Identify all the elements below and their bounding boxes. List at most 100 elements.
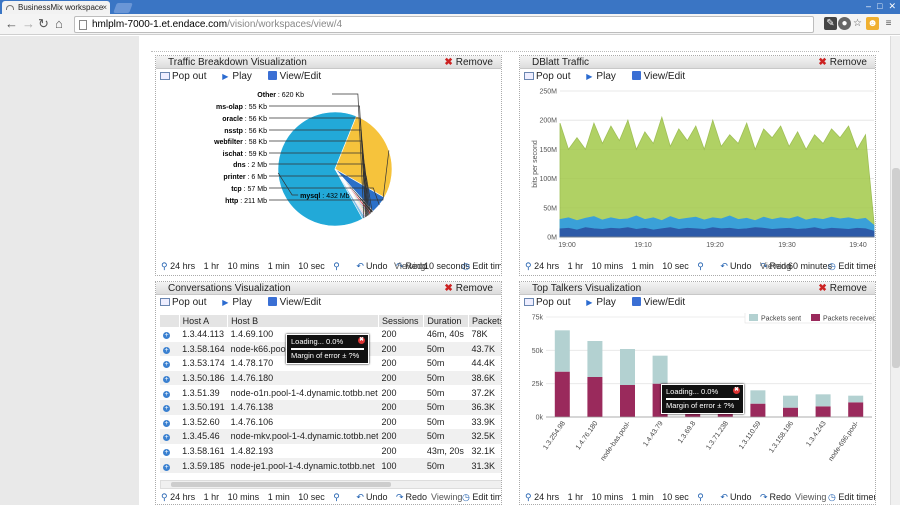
zoom-in-icon[interactable]: ⚲ [697, 261, 704, 271]
table-row[interactable]: +1.3.58.164 node-k66.pool- 200 50m 43.7K [160, 341, 501, 357]
remove-button[interactable]: ✖ Remove [444, 56, 493, 69]
time-1m[interactable]: 1 min [631, 492, 654, 502]
redo-icon[interactable]: ↷ [759, 492, 768, 502]
expand-row-icon[interactable]: + [163, 346, 170, 354]
col-duration[interactable]: Duration [423, 315, 469, 327]
extension-pen-icon[interactable]: ✎ [824, 17, 837, 30]
tooltip-close-icon[interactable]: ✖ [358, 337, 365, 344]
scrollbar-thumb[interactable] [892, 168, 900, 368]
time-1h[interactable]: 1 hr [567, 492, 584, 502]
table-row[interactable]: +1.3.58.161 1.4.82.193 200 43m, 20s 32.1K [160, 444, 501, 459]
time-1h[interactable]: 1 hr [203, 261, 220, 271]
minimize-icon[interactable]: – [866, 1, 872, 11]
remove-button[interactable]: ✖ Remove [444, 282, 493, 295]
pop-out-button[interactable]: Pop out [160, 71, 206, 82]
pop-out-button[interactable]: Pop out [524, 71, 570, 82]
time-10m[interactable]: 10 mins [591, 261, 624, 271]
time-24h[interactable]: 24 hrs [534, 492, 560, 502]
table-row[interactable]: +1.3.52.60 1.4.76.106 200 50m 33.9K [160, 415, 501, 430]
maximize-icon[interactable]: □ [877, 1, 883, 11]
browser-tab[interactable]: BusinessMix workspace × [2, 1, 110, 14]
table-row[interactable]: +1.3.59.185 node-je1.pool-1-4.dynamic.tot… [160, 458, 501, 473]
expand-row-icon[interactable]: + [163, 390, 170, 398]
reload-icon[interactable]: ↻ [38, 16, 49, 31]
edit-timerange-button[interactable]: ◷ Edit timeran [828, 488, 875, 504]
redo-button[interactable]: Redo [769, 492, 792, 502]
time-10s[interactable]: 10 sec [298, 261, 325, 271]
zoom-out-icon[interactable]: ⚲ [161, 261, 168, 271]
table-row[interactable]: +1.3.50.186 1.4.76.180 200 50m 38.6K [160, 370, 501, 386]
table-row[interactable]: +1.3.45.46 node-mkv.pool-1-4.dynamic.totb… [160, 429, 501, 444]
table-row[interactable]: +1.3.44.113 1.4.69.100 200 46m, 40s 78K [160, 327, 501, 342]
time-1h[interactable]: 1 hr [203, 492, 220, 502]
time-10m[interactable]: 10 mins [227, 261, 260, 271]
edit-time-button[interactable]: ◷ Edit time [462, 488, 501, 504]
expand-row-icon[interactable]: + [163, 405, 170, 413]
table-horizontal-scrollbar[interactable] [160, 480, 501, 489]
pop-out-button[interactable]: Pop out [160, 297, 206, 308]
zoom-in-icon[interactable]: ⚲ [333, 261, 340, 271]
undo-icon[interactable]: ↶ [720, 492, 728, 502]
scrollbar-thumb[interactable] [171, 482, 391, 487]
edit-time-button[interactable]: ◷ Edit time [462, 257, 501, 275]
tab-close-icon[interactable]: × [102, 3, 107, 12]
time-1m[interactable]: 1 min [267, 261, 290, 271]
time-1m[interactable]: 1 min [631, 261, 654, 271]
new-tab-button[interactable] [113, 3, 133, 13]
bookmark-star-icon[interactable]: ☆ [853, 18, 862, 29]
table-row[interactable]: +1.3.50.191 1.4.76.138 200 50m 36.3K [160, 399, 501, 415]
redo-button[interactable]: Redo [769, 261, 792, 271]
zoom-out-icon[interactable]: ⚲ [525, 492, 532, 502]
time-10m[interactable]: 10 mins [227, 492, 260, 502]
undo-button[interactable]: Undo [729, 261, 752, 271]
play-button[interactable]: ▶ Play [586, 71, 616, 82]
view-edit-button[interactable]: View/Edit [631, 71, 685, 82]
table-row[interactable]: +1.3.53.174 1.4.78.170 200 50m 44.4K [160, 356, 501, 371]
zoom-in-icon[interactable]: ⚲ [697, 492, 704, 502]
redo-icon[interactable]: ↷ [759, 261, 768, 271]
remove-button[interactable]: ✖ Remove [818, 56, 867, 69]
redo-icon[interactable]: ↷ [395, 492, 404, 502]
expand-row-icon[interactable]: + [163, 332, 170, 340]
time-10s[interactable]: 10 sec [662, 261, 689, 271]
pop-out-button[interactable]: Pop out [524, 297, 570, 308]
play-button[interactable]: ▶ Play [222, 297, 252, 308]
col-sessions[interactable]: Sessions [378, 315, 425, 327]
redo-button[interactable]: Redo [405, 492, 428, 502]
zoom-in-icon[interactable]: ⚲ [333, 492, 340, 502]
address-bar[interactable]: hmlplm-7000-1.et.endace.com/vision/works… [74, 16, 814, 33]
time-10s[interactable]: 10 sec [662, 492, 689, 502]
close-window-icon[interactable]: ✕ [888, 1, 896, 11]
zoom-out-icon[interactable]: ⚲ [525, 261, 532, 271]
wrench-menu-icon[interactable]: ≡ [885, 18, 892, 29]
redo-icon[interactable]: ↷ [395, 261, 404, 271]
time-1h[interactable]: 1 hr [567, 261, 584, 271]
remove-button[interactable]: ✖ Remove [818, 282, 867, 295]
extension-circle-icon[interactable]: ● [838, 17, 851, 30]
time-24h[interactable]: 24 hrs [170, 492, 196, 502]
undo-icon[interactable]: ↶ [720, 261, 728, 271]
table-row[interactable]: +1.3.51.39 node-o1n.pool-1-4.dynamic.totb… [160, 385, 501, 400]
time-10m[interactable]: 10 mins [591, 492, 624, 502]
time-1m[interactable]: 1 min [267, 492, 290, 502]
expand-row-icon[interactable]: + [163, 434, 170, 442]
expand-row-icon[interactable]: + [163, 361, 170, 369]
view-edit-button[interactable]: View/Edit [267, 297, 321, 308]
tooltip-close-icon[interactable]: ✖ [733, 387, 740, 394]
extension-face-icon[interactable]: ☻ [866, 17, 879, 30]
play-button[interactable]: ▶ Play [586, 297, 616, 308]
page-scrollbar[interactable] [890, 36, 900, 505]
undo-icon[interactable]: ↶ [356, 492, 364, 502]
view-edit-button[interactable]: View/Edit [631, 297, 685, 308]
view-edit-button[interactable]: View/Edit [267, 71, 321, 82]
expand-row-icon[interactable]: + [163, 463, 170, 471]
time-24h[interactable]: 24 hrs [534, 261, 560, 271]
col-host-b[interactable]: Host B [227, 315, 379, 327]
expand-row-icon[interactable]: + [163, 449, 170, 457]
home-icon[interactable]: ⌂ [55, 16, 63, 31]
expand-row-icon[interactable]: + [163, 419, 170, 427]
back-icon[interactable]: ← [5, 16, 18, 31]
time-10s[interactable]: 10 sec [298, 492, 325, 502]
forward-icon[interactable]: → [22, 16, 35, 31]
play-button[interactable]: ▶ Play [222, 71, 252, 82]
